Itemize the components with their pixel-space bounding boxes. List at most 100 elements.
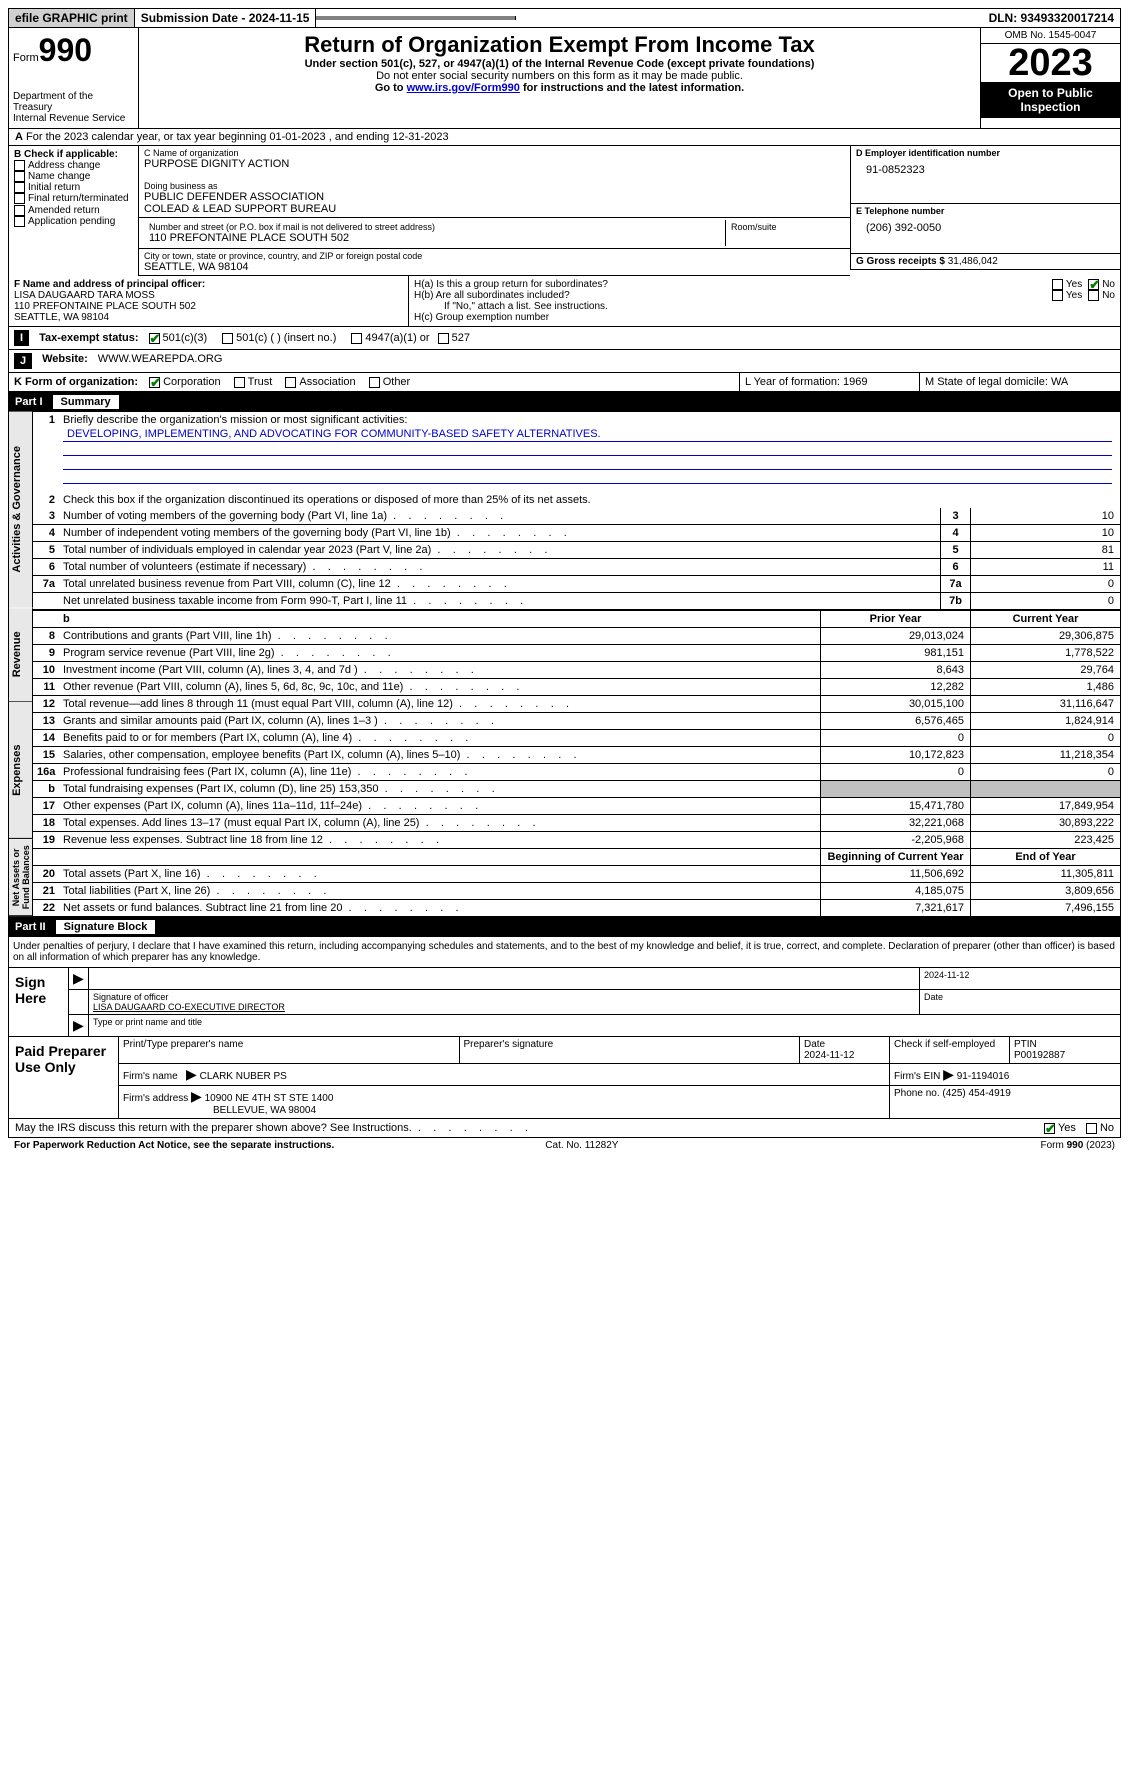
- part-1-title: Summary: [53, 395, 119, 409]
- lbl-amended-return: Amended return: [28, 205, 100, 216]
- firm-ein-lbl: Firm's EIN: [894, 1071, 940, 1082]
- line-desc: Total unrelated business revenue from Pa…: [59, 576, 940, 592]
- line-desc: Program service revenue (Part VIII, line…: [59, 645, 820, 661]
- line-num: 6: [33, 559, 59, 575]
- website-label: Website:: [42, 353, 88, 369]
- line-val: 0: [970, 576, 1120, 592]
- lbl-yes-2: Yes: [1066, 290, 1082, 301]
- lbl-assoc: Association: [299, 376, 355, 388]
- line-num: 10: [33, 662, 59, 678]
- current-val: 29,306,875: [970, 628, 1120, 644]
- hc-label: H(c) Group exemption number: [414, 312, 1115, 323]
- dba-2: COLEAD & LEAD SUPPORT BUREAU: [144, 203, 845, 215]
- box-b-label: B Check if applicable:: [14, 149, 133, 160]
- lbl-app-pending: Application pending: [28, 216, 115, 227]
- current-val: 1,778,522: [970, 645, 1120, 661]
- lbl-final-return: Final return/terminated: [28, 194, 129, 205]
- prior-val: 12,282: [820, 679, 970, 695]
- ein-val: 91-0852323: [856, 158, 1115, 182]
- line-desc: Total fundraising expenses (Part IX, col…: [59, 781, 820, 797]
- line-desc: Investment income (Part VIII, column (A)…: [59, 662, 820, 678]
- chk-501c3[interactable]: [149, 333, 160, 344]
- current-val: 1,824,914: [970, 713, 1120, 729]
- prep-date: 2024-11-12: [804, 1050, 854, 1061]
- prior-val: 29,013,024: [820, 628, 970, 644]
- chk-corp[interactable]: [149, 377, 160, 388]
- line-box: 4: [940, 525, 970, 541]
- box-b: B Check if applicable: Address change Na…: [9, 146, 139, 276]
- line-desc: Number of voting members of the governin…: [59, 508, 940, 524]
- chk-501c[interactable]: [222, 333, 233, 344]
- firm-ein: 91-1194016: [957, 1071, 1010, 1082]
- current-val: 0: [970, 730, 1120, 746]
- ha-label: H(a) Is this a group return for subordin…: [414, 279, 1052, 290]
- firm-addr1: 10900 NE 4TH ST STE 1400: [205, 1093, 334, 1104]
- line-box: 5: [940, 542, 970, 558]
- chk-discuss-no[interactable]: [1086, 1123, 1097, 1134]
- dln-label: DLN: 93493320017214: [983, 9, 1120, 27]
- lbl-address-change: Address change: [28, 160, 100, 171]
- form-title: Return of Organization Exempt From Incom…: [143, 32, 976, 58]
- end-val: 7,496,155: [970, 900, 1120, 916]
- goto-link[interactable]: www.irs.gov/Form990: [407, 82, 520, 94]
- sig-date: 2024-11-12: [924, 970, 969, 980]
- org-name-label: C Name of organization: [144, 148, 845, 158]
- top-bar: efile GRAPHIC print Submission Date - 20…: [8, 8, 1121, 28]
- current-val: 31,116,647: [970, 696, 1120, 712]
- chk-trust[interactable]: [234, 377, 245, 388]
- chk-address-change[interactable]: [14, 160, 25, 171]
- line-1-desc: Briefly describe the organization's miss…: [59, 412, 1120, 428]
- line-num: 22: [33, 900, 59, 916]
- chk-other[interactable]: [369, 377, 380, 388]
- line-desc: Total liabilities (Part X, line 26): [59, 883, 820, 899]
- chk-ha-no[interactable]: [1088, 279, 1099, 290]
- prep-date-lbl: Date: [804, 1039, 825, 1050]
- line-desc: Number of independent voting members of …: [59, 525, 940, 541]
- arrow-icon: ▶: [73, 970, 84, 986]
- line-num: 19: [33, 832, 59, 848]
- lbl-4947: 4947(a)(1) or: [365, 332, 429, 344]
- lbl-name-change: Name change: [28, 171, 90, 182]
- paid-preparer-block: Paid Preparer Use Only Print/Type prepar…: [8, 1037, 1121, 1119]
- chk-discuss-yes[interactable]: [1044, 1123, 1055, 1134]
- chk-name-change[interactable]: [14, 171, 25, 182]
- line-num: 16a: [33, 764, 59, 780]
- line-desc: Contributions and grants (Part VIII, lin…: [59, 628, 820, 644]
- date-label: Date: [920, 990, 1120, 1014]
- row-j-label: J: [14, 353, 32, 369]
- line-num: 18: [33, 815, 59, 831]
- chk-hb-yes[interactable]: [1052, 290, 1063, 301]
- beg-year-hdr: Beginning of Current Year: [820, 849, 970, 865]
- current-val: 30,893,222: [970, 815, 1120, 831]
- chk-527[interactable]: [438, 333, 449, 344]
- lbl-527: 527: [452, 332, 470, 344]
- current-val: 1,486: [970, 679, 1120, 695]
- form-header: Form990 Department of the Treasury Inter…: [8, 28, 1121, 129]
- chk-initial-return[interactable]: [14, 182, 25, 193]
- tab-net-assets: Net Assets or Fund Balances: [9, 839, 33, 916]
- chk-assoc[interactable]: [285, 377, 296, 388]
- end-val: 11,305,811: [970, 866, 1120, 882]
- chk-4947[interactable]: [351, 333, 362, 344]
- current-year-hdr: Current Year: [970, 611, 1120, 627]
- lbl-corp: Corporation: [163, 376, 220, 388]
- officer-label: F Name and address of principal officer:: [14, 279, 403, 290]
- prior-year-hdr: Prior Year: [820, 611, 970, 627]
- type-print-label: Type or print name and title: [89, 1015, 1120, 1036]
- state-domicile: M State of legal domicile: WA: [920, 373, 1120, 391]
- chk-ha-yes[interactable]: [1052, 279, 1063, 290]
- line-val: 10: [970, 508, 1120, 524]
- chk-final-return[interactable]: [14, 193, 25, 204]
- line-num: 9: [33, 645, 59, 661]
- efile-graphic-button[interactable]: efile GRAPHIC print: [9, 9, 135, 27]
- part-2-title: Signature Block: [56, 920, 156, 934]
- prep-self-lbl: Check if self-employed: [894, 1039, 995, 1050]
- chk-amended-return[interactable]: [14, 205, 25, 216]
- prior-val: 0: [820, 764, 970, 780]
- prior-val: 8,643: [820, 662, 970, 678]
- addr-val: 110 PREFONTAINE PLACE SOUTH 502: [149, 232, 720, 244]
- goto-post: for instructions and the latest informat…: [520, 82, 744, 94]
- chk-hb-no[interactable]: [1088, 290, 1099, 301]
- chk-app-pending[interactable]: [14, 216, 25, 227]
- line-desc: Total number of volunteers (estimate if …: [59, 559, 940, 575]
